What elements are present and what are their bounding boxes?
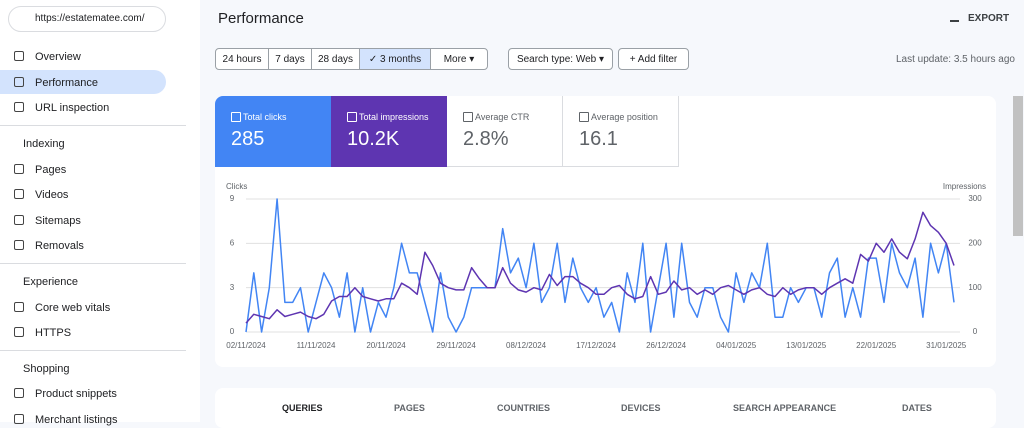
metric-value: 2.8%: [463, 128, 509, 150]
tab[interactable]: DEVICES: [621, 403, 661, 413]
range-chip[interactable]: 24 hours: [215, 48, 269, 70]
nav-item[interactable]: Sitemaps: [35, 215, 81, 227]
y-tick-label: 0: [230, 327, 235, 336]
tab[interactable]: SEARCH APPEARANCE: [733, 403, 837, 413]
tab[interactable]: PAGES: [394, 403, 425, 413]
sidebar: [0, 0, 200, 422]
x-tick-label: 13/01/2025: [786, 341, 827, 350]
range-chip[interactable]: 28 days: [311, 48, 360, 70]
last-update: Last update: 3.5 hours ago: [896, 54, 1015, 65]
scrollbar-thumb[interactable]: [1013, 96, 1023, 236]
metric-value: 285: [231, 128, 265, 150]
x-tick-label: 20/11/2024: [366, 341, 406, 350]
nav-item[interactable]: Overview: [35, 51, 81, 63]
metric-label: Average CTR: [475, 112, 530, 122]
nav-item[interactable]: HTTPS: [35, 327, 72, 339]
y-tick-label: 6: [230, 238, 235, 247]
metric-tile[interactable]: Total impressions 10.2K: [331, 96, 447, 167]
y-axis-label: Clicks: [226, 182, 247, 191]
range-chip-selected[interactable]: ✓ 3 months: [359, 48, 431, 70]
property-name: https://estatematee.com/: [35, 13, 145, 24]
y2-tick-label: 300: [968, 194, 982, 203]
nav-item[interactable]: Performance: [35, 77, 98, 89]
metric-label: Total clicks: [243, 112, 287, 122]
nav-icon: [14, 77, 24, 87]
metric-label: Average position: [591, 112, 658, 122]
series-line: [245, 198, 955, 333]
metric-tile[interactable]: Average CTR 2.8%: [447, 96, 563, 167]
nav-icon: [14, 102, 24, 112]
chip-text: More: [443, 54, 467, 65]
nav-item[interactable]: Product snippets: [35, 388, 117, 400]
nav-item[interactable]: URL inspection: [35, 102, 110, 114]
nav-icon: [14, 51, 24, 61]
metric-value: 10.2K: [347, 128, 400, 150]
nav-item[interactable]: Core web vitals: [35, 302, 111, 314]
nav-icon: [14, 240, 24, 250]
x-tick-label: 26/12/2024: [646, 341, 687, 350]
chip-text: Add filter: [637, 54, 678, 65]
x-tick-label: 29/11/2024: [436, 341, 476, 350]
range-chip[interactable]: 7 days: [268, 48, 312, 70]
metric-value: 16.1: [579, 128, 618, 150]
checkbox: [231, 112, 241, 122]
x-tick-label: 02/11/2024: [226, 341, 266, 350]
search-type-chip[interactable]: Search type: Web ▾: [508, 48, 613, 70]
x-tick-label: 04/01/2025: [716, 341, 757, 350]
chart: Clicks Impressions 0 3 6 9 0 100 200 300 02/11/202…: [226, 182, 986, 350]
nav-item[interactable]: Pages: [35, 164, 67, 176]
y2-tick-label: 0: [973, 327, 978, 336]
nav-icon: [14, 302, 24, 312]
y2-axis-label: Impressions: [943, 182, 986, 191]
x-tick-label: 08/12/2024: [506, 341, 547, 350]
export-button[interactable]: EXPORT: [968, 13, 1010, 24]
x-tick-label: 17/12/2024: [576, 341, 617, 350]
nav-icon: [14, 327, 24, 337]
nav-icon: [14, 414, 24, 424]
add-filter-chip[interactable]: + Add filter: [618, 48, 689, 70]
metric-label: Total impressions: [359, 112, 429, 122]
metric-tile[interactable]: Average position 16.1: [563, 96, 679, 167]
nav-icon: [14, 164, 24, 174]
nav-icon: [14, 388, 24, 398]
nav-item[interactable]: Removals: [35, 240, 84, 252]
checkbox: [579, 112, 589, 122]
checkbox: [347, 112, 357, 122]
nav-item[interactable]: Videos: [35, 189, 69, 201]
y-tick-label: 9: [230, 194, 235, 203]
active-bg: [0, 70, 166, 94]
divider: [0, 263, 186, 264]
y2-tick-label: 100: [968, 283, 982, 292]
checkbox: [463, 112, 473, 122]
export-icon: [950, 11, 959, 22]
divider: [0, 350, 186, 351]
nav-icon: [14, 189, 24, 199]
divider: [0, 125, 186, 126]
page-title: Performance: [218, 10, 304, 27]
x-tick-label: 31/01/2025: [926, 341, 967, 350]
nav-item[interactable]: Merchant listings: [35, 414, 118, 426]
tab[interactable]: DATES: [902, 403, 932, 413]
y2-tick-label: 200: [968, 238, 982, 247]
section-title[interactable]: Shopping: [23, 363, 70, 375]
nav-icon: [14, 215, 24, 225]
x-tick-label: 11/11/2024: [297, 341, 336, 350]
series-line: [245, 211, 955, 324]
metric-tile[interactable]: Total clicks 285: [215, 96, 331, 167]
property-selector[interactable]: [8, 6, 166, 32]
section-title[interactable]: Experience: [23, 276, 79, 288]
chip-text: 3 months: [380, 54, 422, 65]
tab[interactable]: QUERIES: [282, 403, 323, 413]
x-tick-label: 22/01/2025: [856, 341, 897, 350]
y-tick-label: 3: [230, 283, 235, 292]
range-chip[interactable]: More ▾: [430, 48, 488, 70]
section-title[interactable]: Indexing: [23, 138, 65, 150]
tab[interactable]: COUNTRIES: [497, 403, 551, 413]
tabs-card: [215, 388, 996, 428]
chip-text: Search type: Web: [516, 54, 597, 65]
